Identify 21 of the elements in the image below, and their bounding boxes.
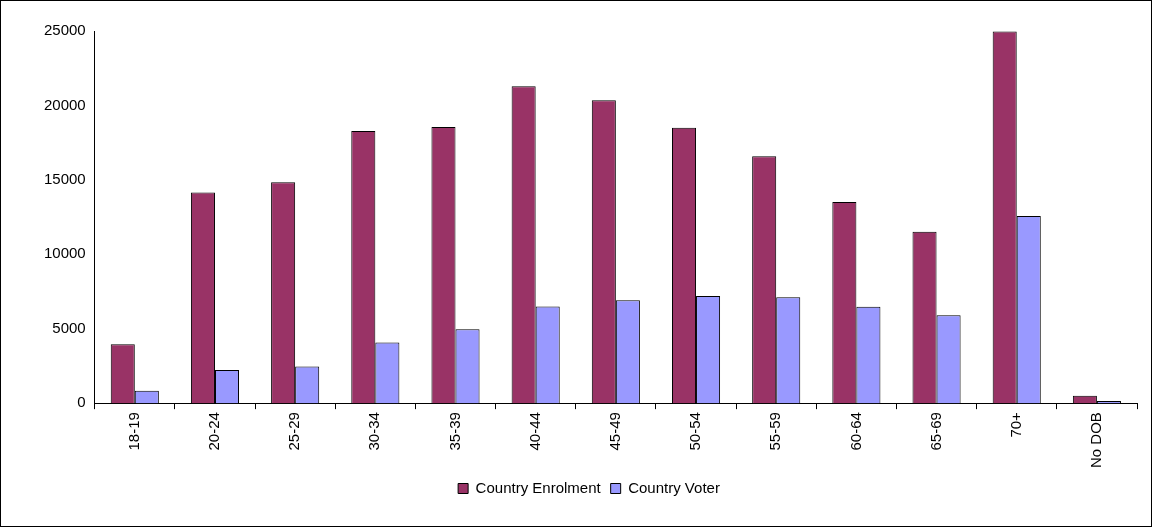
y-tick-label: 10000 — [43, 244, 86, 262]
x-tick-label: 30-34 — [365, 412, 383, 451]
x-tick-label: 45-49 — [606, 412, 623, 451]
legend-label: Country Voter — [628, 478, 720, 496]
legend-label: Country Enrolment — [475, 478, 602, 496]
x-tick-label: 35-39 — [445, 412, 463, 451]
y-tick-label: 20000 — [43, 95, 86, 113]
y-tick-label: 0 — [77, 393, 86, 411]
x-tick-label: 20-24 — [205, 412, 223, 451]
x-tick-label: 25-29 — [285, 412, 303, 451]
x-tick-label: 55-59 — [766, 412, 784, 451]
x-tick-label: 18-19 — [124, 412, 142, 451]
x-tick-label: 50-54 — [686, 412, 704, 451]
x-tick-label: 70+ — [1006, 411, 1024, 438]
x-tick-label: 40-44 — [525, 412, 543, 451]
x-tick-label: 60-64 — [846, 412, 864, 451]
y-tick-label: 25000 — [43, 21, 86, 39]
y-tick-label: 5000 — [52, 318, 86, 336]
x-tick-label: 65-69 — [926, 412, 944, 451]
y-tick-label: 15000 — [43, 170, 86, 187]
x-tick-label: No DOB — [1087, 412, 1105, 469]
